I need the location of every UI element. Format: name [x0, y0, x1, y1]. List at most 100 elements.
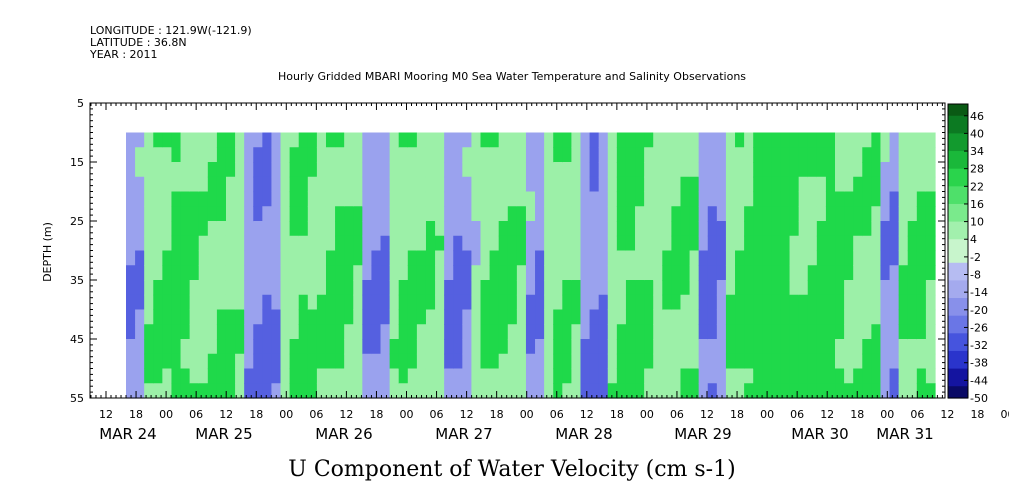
heatmap-cell: [135, 324, 145, 340]
heatmap-cell: [398, 235, 409, 252]
heatmap-cell: [889, 309, 900, 325]
heatmap-cell: [925, 250, 936, 266]
heatmap-cell: [616, 132, 627, 148]
heatmap-cell: [835, 250, 845, 266]
heatmap-cell: [635, 147, 645, 163]
heatmap-cell: [580, 383, 591, 399]
heatmap-cell: [871, 324, 882, 340]
heatmap-cell: [762, 132, 772, 148]
heatmap-cell: [453, 339, 463, 355]
heatmap-cell: [562, 235, 572, 252]
heatmap-cell: [153, 309, 163, 325]
colorbar-segment: [948, 321, 968, 329]
heatmap-cell: [807, 176, 818, 193]
heatmap-cell: [553, 206, 563, 222]
heatmap-cell: [771, 235, 782, 252]
heatmap-cell: [126, 368, 136, 384]
heatmap-cell: [553, 176, 563, 193]
heatmap-cell: [135, 280, 145, 296]
heatmap-cell: [653, 221, 663, 237]
heatmap-cells: [126, 132, 936, 399]
colorbar-tick-label: -38: [970, 357, 988, 370]
heatmap-cell: [335, 191, 345, 207]
heatmap-cell: [316, 280, 327, 296]
heatmap-cell: [625, 132, 636, 148]
heatmap-cell: [725, 294, 736, 311]
heatmap-cell: [562, 191, 572, 207]
heatmap-cell: [835, 147, 845, 163]
heatmap-cell: [225, 280, 236, 296]
heatmap-cell: [753, 235, 763, 252]
heatmap-cell: [507, 383, 518, 399]
heatmap-cell: [498, 132, 509, 148]
colorbar-segment: [948, 245, 968, 252]
heatmap-cell: [216, 324, 227, 340]
heatmap-cell: [816, 339, 827, 355]
heatmap-cell: [507, 309, 518, 325]
heatmap-cell: [725, 206, 736, 222]
heatmap-cell: [516, 265, 527, 281]
heatmap-cell: [298, 294, 309, 311]
heatmap-cell: [507, 147, 518, 163]
heatmap-cell: [126, 206, 136, 222]
heatmap-cell: [271, 250, 282, 266]
heatmap-cell: [825, 132, 836, 148]
heatmap-cell: [407, 280, 418, 296]
heatmap-cell: [389, 309, 400, 325]
heatmap-cell: [235, 309, 245, 325]
heatmap-cell: [325, 206, 336, 222]
heatmap-cell: [662, 353, 672, 370]
heatmap-cell: [453, 309, 463, 325]
heatmap-cell: [525, 339, 536, 355]
heatmap-cell: [544, 339, 554, 355]
heatmap-cell: [480, 147, 491, 163]
heatmap-cell: [807, 368, 818, 384]
heatmap-cell: [735, 162, 745, 178]
heatmap-cell: [307, 162, 318, 178]
heatmap-cell: [135, 162, 145, 178]
heatmap-cell: [625, 191, 636, 207]
heatmap-cell: [280, 368, 291, 384]
heatmap-cell: [680, 353, 691, 370]
heatmap-cell: [571, 147, 582, 163]
heatmap-cell: [762, 206, 772, 222]
heatmap-cell: [389, 235, 400, 252]
heatmap-cell: [235, 265, 245, 281]
heatmap-cell: [735, 191, 745, 207]
heatmap-cell: [480, 191, 491, 207]
heatmap-cell: [198, 176, 209, 193]
heatmap-cell: [307, 265, 318, 281]
heatmap-cell: [416, 162, 427, 178]
heatmap-cell: [571, 265, 582, 281]
heatmap-cell: [362, 250, 373, 266]
y-axis-label: DEPTH (m): [41, 222, 54, 282]
heatmap-cell: [280, 383, 291, 399]
heatmap-cell: [616, 265, 627, 281]
heatmap-cell: [144, 265, 154, 281]
heatmap-cell: [126, 353, 136, 370]
heatmap-cell: [925, 191, 936, 207]
x-hour-label: 00: [400, 408, 414, 421]
heatmap-cell: [835, 280, 845, 296]
heatmap-cell: [425, 147, 436, 163]
heatmap-cell: [780, 132, 791, 148]
heatmap-cell: [271, 324, 282, 340]
heatmap-cell: [362, 339, 373, 355]
heatmap-cell: [480, 206, 491, 222]
heatmap-cell: [298, 250, 309, 266]
heatmap-cell: [898, 221, 909, 237]
heatmap-cell: [198, 294, 209, 311]
heatmap-cell: [244, 280, 254, 296]
heatmap-cell: [235, 162, 245, 178]
x-hour-label: 18: [490, 408, 504, 421]
heatmap-cell: [180, 250, 191, 266]
heatmap-cell: [435, 339, 445, 355]
heatmap-cell: [371, 383, 382, 399]
heatmap-cell: [598, 206, 609, 222]
heatmap-cell: [689, 147, 700, 163]
heatmap-cell: [371, 309, 382, 325]
heatmap-cell: [198, 280, 209, 296]
heatmap-cell: [198, 383, 209, 399]
heatmap-cell: [671, 162, 682, 178]
heatmap-cell: [889, 176, 900, 193]
